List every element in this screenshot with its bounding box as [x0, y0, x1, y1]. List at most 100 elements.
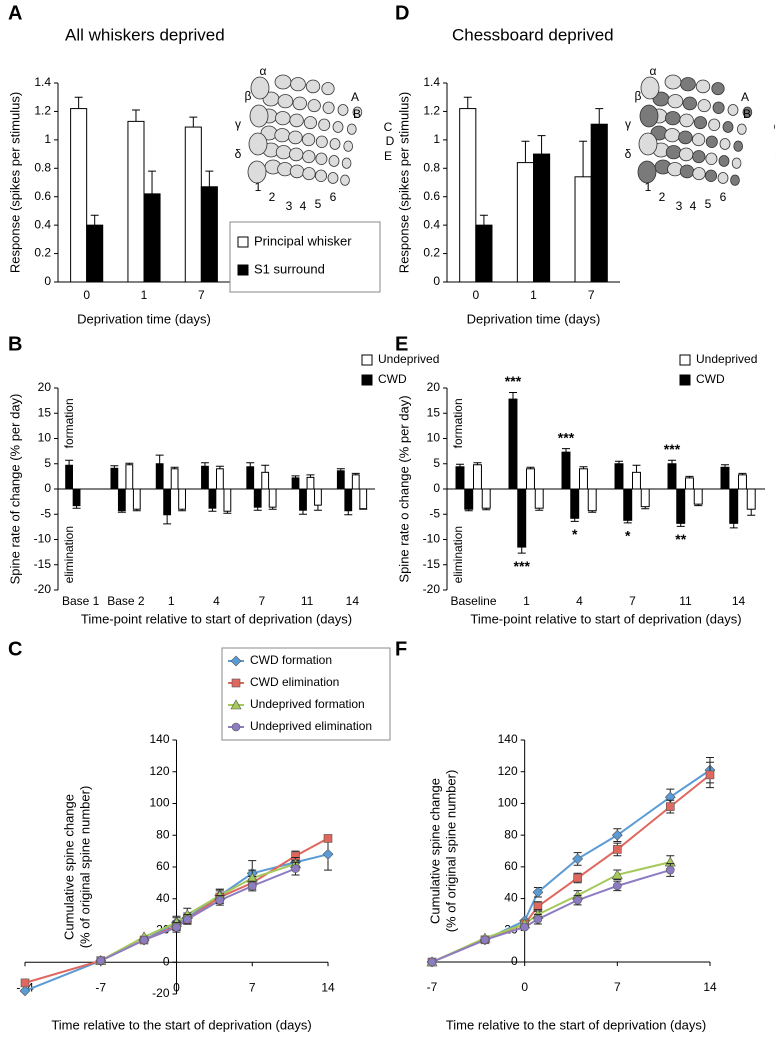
error-bar	[72, 505, 81, 509]
bar	[72, 488, 81, 507]
error-bar	[588, 510, 597, 513]
whisker-label: A	[741, 90, 749, 104]
y-tick-label: 1	[44, 132, 51, 146]
error-bar	[482, 508, 491, 511]
bar	[640, 488, 650, 508]
y-tick-label: 1	[433, 132, 440, 146]
whisker-barrel	[305, 79, 321, 94]
error-bar	[473, 462, 482, 465]
error-bar	[246, 462, 255, 467]
y-tick-label: 1.4	[34, 75, 51, 89]
whisker-barrel	[274, 128, 291, 143]
data-point	[19, 985, 31, 997]
whisker-label: 1	[645, 180, 652, 194]
y-tick-label: 0.4	[34, 217, 51, 231]
legend-swatch	[679, 374, 691, 386]
whisker-label: 6	[720, 190, 727, 204]
x-tick-label: 14	[321, 980, 335, 994]
panel-label: B	[8, 333, 22, 355]
data-point	[172, 923, 181, 932]
whisker-barrel	[277, 94, 294, 109]
error-bar	[344, 510, 353, 516]
bar	[574, 176, 592, 283]
error-bar	[132, 509, 141, 512]
error-bar	[205, 170, 214, 187]
whisker-barrel	[275, 145, 292, 160]
data-point	[20, 978, 30, 988]
error-bar	[479, 214, 488, 226]
y-tick-label: 60	[504, 859, 518, 873]
y-tick-label: 0.6	[34, 189, 51, 203]
bar	[178, 488, 186, 510]
bar	[291, 477, 300, 490]
annotation: elimination	[451, 526, 465, 583]
x-tick-label: 4	[213, 594, 220, 608]
legend-swatch	[679, 354, 691, 366]
whisker-label: α	[650, 64, 657, 78]
whisker-barrel	[303, 116, 317, 130]
bar	[306, 476, 315, 490]
whisker-barrel	[289, 147, 304, 162]
y-tick-label: 20	[38, 380, 52, 394]
panel-label: E	[395, 333, 408, 355]
error-bar	[570, 518, 579, 522]
whisker-barrel	[315, 152, 328, 166]
data-point	[231, 722, 241, 732]
y-tick-label: 15	[427, 405, 441, 419]
whisker-barrel	[727, 104, 739, 116]
legend-label: S1 surround	[254, 261, 325, 276]
data-point	[573, 873, 582, 883]
x-tick-label: 1	[523, 594, 530, 608]
whisker-label: 4	[690, 199, 697, 213]
whisker-barrel	[307, 99, 321, 113]
bar	[359, 488, 368, 510]
legend-swatch	[237, 264, 249, 276]
y-tick-label: 0	[44, 274, 51, 288]
x-axis-title: Deprivation time (days)	[467, 311, 601, 326]
bar	[473, 464, 482, 490]
error-bar	[508, 392, 517, 400]
whisker-label: C	[384, 120, 393, 134]
whisker-barrel	[712, 101, 725, 115]
significance: **	[675, 531, 686, 547]
whisker-barrel	[679, 113, 694, 128]
whisker-barrel	[736, 123, 747, 135]
error-bar	[614, 460, 623, 464]
whisker-barrel	[705, 169, 718, 183]
whisker-label: 2	[659, 190, 666, 204]
error-bar	[595, 108, 604, 125]
bar	[125, 464, 134, 490]
data-point	[230, 655, 242, 667]
bar	[455, 466, 465, 490]
bar	[632, 471, 641, 490]
whisker-label: 5	[315, 197, 322, 211]
data-point	[231, 678, 241, 688]
error-bar	[455, 463, 464, 467]
x-tick-label: 4	[576, 594, 583, 608]
x-axis-title: Time relative to the start of deprivatio…	[446, 1017, 706, 1032]
error-bar	[148, 170, 157, 194]
x-tick-label: 7	[258, 594, 265, 608]
whisker-label: 5	[705, 197, 712, 211]
panel-label: C	[8, 638, 22, 660]
legend-label: Undeprived	[696, 352, 757, 366]
whisker-label: α	[260, 64, 267, 78]
data-point	[613, 845, 622, 854]
whisker-barrel	[247, 160, 267, 184]
whisker-barrel	[722, 121, 734, 133]
error-bar	[561, 448, 570, 453]
x-tick-label: Base 1	[62, 594, 100, 608]
whisker-barrel	[664, 128, 680, 143]
whisker-barrel	[248, 132, 268, 156]
error-bar	[336, 468, 345, 471]
legend-label: CWD elimination	[250, 675, 339, 689]
whisker-label: A	[351, 90, 359, 104]
y-tick-label: 40	[504, 891, 518, 905]
y-tick-label: 0.4	[423, 217, 440, 231]
x-axis-title: Time-point relative to start of deprivat…	[470, 611, 741, 626]
error-bar	[667, 459, 676, 464]
legend-label: Undeprived	[378, 352, 439, 366]
data-point	[247, 881, 257, 891]
error-bar	[676, 523, 685, 527]
whisker-barrel	[274, 111, 291, 126]
